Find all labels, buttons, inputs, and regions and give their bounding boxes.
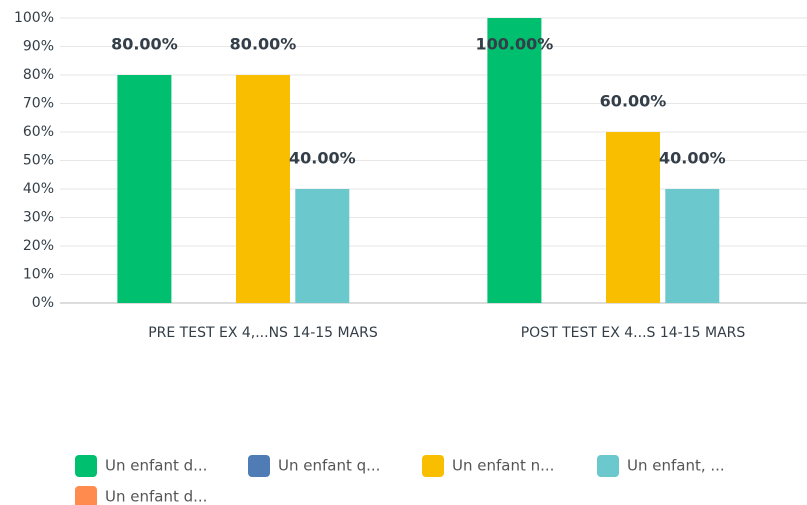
legend-swatch — [248, 455, 270, 477]
legend-label: Un enfant q... — [278, 457, 380, 475]
data-label: 80.00% — [111, 35, 178, 54]
bar — [117, 75, 172, 303]
y-tick-label: 90% — [23, 39, 54, 55]
legend-swatch — [75, 486, 97, 505]
data-label: 100.00% — [476, 35, 554, 54]
legend-swatch — [422, 455, 444, 477]
y-tick-label: 30% — [23, 210, 54, 226]
y-tick-label: 20% — [23, 238, 54, 254]
legend-swatch — [75, 455, 97, 477]
legend-swatch — [597, 455, 619, 477]
y-tick-label: 80% — [23, 67, 54, 83]
bar — [236, 75, 290, 303]
y-tick-label: 10% — [23, 267, 54, 283]
data-label: 40.00% — [289, 149, 356, 168]
y-tick-label: 50% — [23, 153, 54, 169]
data-label: 40.00% — [659, 149, 726, 168]
x-tick-label: POST TEST EX 4...S 14-15 MARS — [521, 325, 746, 341]
legend-label: Un enfant d... — [105, 488, 207, 505]
data-label: 80.00% — [230, 35, 297, 54]
y-tick-label: 40% — [23, 181, 54, 197]
bar — [665, 189, 720, 303]
legend-label: Un enfant n... — [452, 457, 554, 475]
y-tick-label: 0% — [32, 295, 54, 311]
y-tick-label: 60% — [23, 124, 54, 140]
data-label: 60.00% — [600, 92, 667, 111]
y-tick-label: 70% — [23, 96, 54, 112]
legend-label: Un enfant, ... — [627, 457, 725, 475]
bar — [487, 18, 542, 303]
y-tick-label: 100% — [14, 10, 54, 26]
bar — [606, 132, 660, 303]
bar — [295, 189, 350, 303]
legend-label: Un enfant d... — [105, 457, 207, 475]
x-tick-label: PRE TEST EX 4,...NS 14-15 MARS — [148, 325, 378, 341]
